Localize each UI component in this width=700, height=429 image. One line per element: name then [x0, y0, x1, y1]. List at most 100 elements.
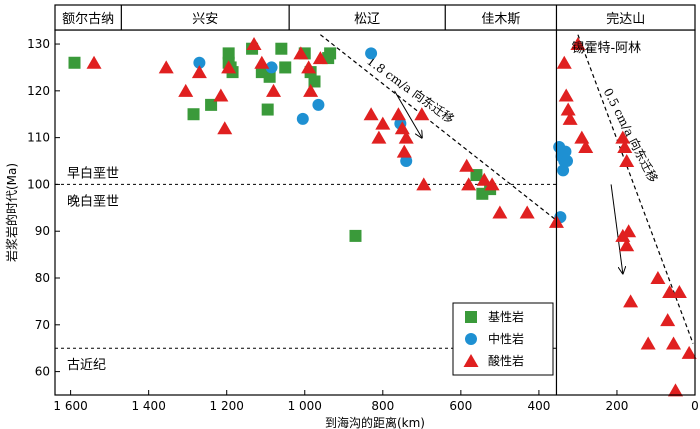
trend-arrow-1: [394, 90, 422, 138]
x-tick-label-5: 600: [449, 399, 472, 413]
square-point-11: [263, 70, 276, 83]
circle-point-3: [296, 112, 309, 125]
x-tick-label-1: 1 400: [131, 399, 165, 413]
square-point-2: [187, 108, 200, 121]
legend-label-circle: 中性岩: [488, 331, 524, 346]
y-tick-label-6: 120: [27, 84, 50, 98]
triangle-point-18: [390, 107, 406, 121]
triangle-point-10: [266, 83, 282, 97]
triangle-point-51: [671, 285, 687, 299]
sub-region-label: 锡霍特-阿林: [571, 41, 641, 56]
y-tick-label-1: 70: [35, 318, 50, 332]
region-label-1: 额尔古纳: [62, 12, 114, 27]
era-label-below-100: 晚白垩世: [67, 193, 119, 209]
trend-label-2: 0.5 cm/a 向东迁移: [601, 85, 662, 184]
circle-point-1: [193, 56, 206, 69]
region-label-5: 完达山: [606, 12, 645, 27]
x-axis-label: 到海沟的距离(km): [325, 415, 425, 429]
y-tick-label-4: 100: [27, 177, 50, 191]
square-point-4: [222, 47, 235, 60]
trend-lines: 1.8 cm/a 向东迁移 0.5 cm/a 向东迁移: [319, 34, 694, 344]
triangle-point-24: [459, 158, 475, 172]
triangle-point-42: [619, 238, 635, 252]
square-point-1: [68, 56, 81, 69]
square-point-13: [279, 61, 292, 74]
series-square: [68, 42, 497, 242]
legend-marker-circle: [465, 333, 477, 345]
era-label-above-100: 早白垩世: [67, 165, 119, 181]
triangle-point-47: [660, 313, 676, 327]
trend-arrow-2: [610, 184, 623, 273]
triangle-point-45: [640, 336, 656, 350]
triangle-point-21: [398, 130, 414, 144]
region-label-3: 松辽: [354, 12, 380, 27]
triangle-point-15: [363, 107, 379, 121]
triangle-point-39: [617, 139, 633, 153]
y-axis-label: 岩浆岩的时代(Ma): [4, 163, 19, 262]
square-point-10: [261, 103, 274, 116]
triangle-point-4: [191, 65, 207, 79]
square-point-19: [349, 229, 362, 242]
triangle-point-20: [396, 144, 412, 158]
triangle-point-28: [492, 205, 508, 219]
triangle-point-7: [221, 60, 237, 74]
triangle-point-40: [619, 154, 635, 168]
legend-label-triangle: 酸性岩: [488, 353, 524, 368]
era-label-below-65: 古近纪: [67, 358, 106, 373]
triangle-point-9: [254, 55, 270, 69]
triangle-point-31: [556, 55, 572, 69]
triangle-point-29: [519, 205, 535, 219]
triangle-point-32: [558, 88, 574, 102]
triangle-point-49: [666, 336, 682, 350]
triangle-point-27: [484, 177, 500, 191]
triangle-point-13: [303, 83, 319, 97]
triangle-point-5: [213, 88, 229, 102]
triangle-point-26: [476, 172, 492, 186]
triangle-point-2: [158, 60, 174, 74]
triangle-point-12: [301, 60, 317, 74]
triangle-point-25: [461, 177, 477, 191]
circle-point-13: [561, 155, 573, 168]
triangle-point-52: [681, 345, 697, 359]
trend-line-1: [319, 34, 559, 223]
y-tick-label-7: 130: [27, 37, 50, 51]
legend-marker-triangle: [463, 354, 479, 367]
triangle-point-36: [574, 130, 590, 144]
data-points: [68, 37, 697, 397]
region-header-box: [54, 4, 696, 31]
square-point-20: [470, 169, 483, 182]
trend-line-2: [577, 34, 694, 344]
circle-point-12: [559, 145, 572, 158]
triangle-point-44: [623, 294, 639, 308]
triangle-point-17: [375, 116, 391, 130]
triangle-point-16: [371, 130, 387, 144]
x-tick-label-8: 0: [691, 399, 699, 413]
triangle-point-11: [293, 46, 309, 60]
triangle-point-34: [562, 111, 578, 125]
triangle-point-23: [416, 177, 432, 191]
y-tick-label-5: 110: [27, 131, 50, 145]
triangle-point-3: [178, 83, 194, 97]
triangle-point-38: [615, 130, 631, 144]
legend-label-square: 基性岩: [488, 309, 524, 324]
square-point-3: [205, 98, 218, 111]
triangle-point-22: [414, 107, 430, 121]
circle-point-10: [557, 164, 570, 177]
circle-point-5: [365, 47, 378, 60]
triangle-point-43: [621, 224, 637, 238]
triangle-point-1: [86, 55, 102, 69]
x-tick-label-2: 1 200: [210, 399, 244, 413]
triangle-point-6: [217, 121, 233, 135]
series-triangle: [86, 37, 697, 397]
x-tick-label-7: 200: [605, 399, 628, 413]
triangle-point-37: [578, 139, 594, 153]
circle-point-2: [265, 61, 278, 74]
square-point-18: [324, 47, 337, 60]
triangle-point-50: [667, 383, 683, 397]
x-tick-label-6: 400: [527, 399, 550, 413]
axes: 1 600 1 400 1 200 1 000 800 600 400 200 0 60 70 80 9…: [4, 37, 699, 429]
legend-marker-square: [465, 311, 477, 323]
